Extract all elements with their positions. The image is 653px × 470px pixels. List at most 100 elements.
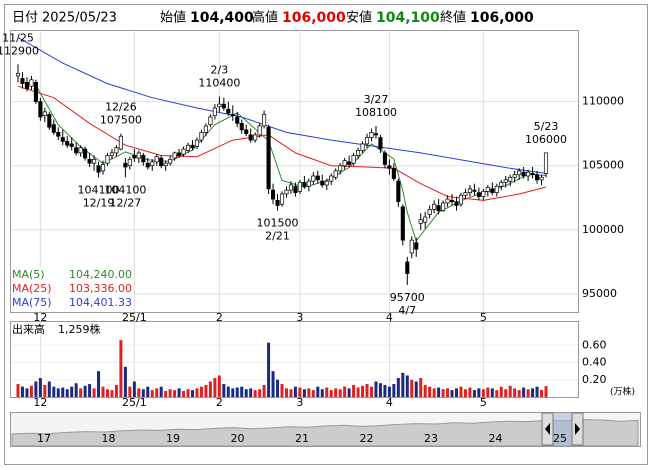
date-label: 日付 [12, 11, 38, 26]
candle-body [221, 103, 226, 109]
candle-body [360, 143, 365, 151]
candle-body [127, 158, 132, 167]
candle-body [275, 200, 280, 206]
volume-bar [226, 386, 230, 397]
volume-bar [16, 384, 20, 397]
volume-bar [29, 385, 33, 397]
candle-body [338, 165, 343, 172]
volume-bar [293, 386, 297, 397]
candle-body [320, 180, 325, 186]
volume-bar [302, 389, 306, 397]
volume-bar [47, 381, 51, 397]
volume-bar [477, 388, 481, 397]
legend-value: 104,401.33 [69, 296, 132, 309]
annotation-date: 12/27 [110, 196, 142, 209]
legend-name: MA(75) [12, 296, 52, 309]
annotation-date: 2/3 [211, 63, 229, 76]
y-tick-label: 0.20 [582, 373, 607, 386]
volume-bar [428, 386, 432, 397]
volume-bar [262, 384, 266, 397]
volume-bar [177, 388, 181, 397]
candle-body [141, 155, 146, 163]
y-tick-label: 0.60 [582, 338, 607, 351]
x-tick-label: 25/1 [122, 396, 147, 409]
arrow-right [575, 423, 580, 435]
volume-bar [531, 388, 535, 397]
volume-bar [222, 384, 226, 397]
high-label: 高値 [252, 10, 278, 26]
candle-body [226, 108, 231, 114]
volume-bar [56, 388, 60, 397]
candle-body [42, 111, 47, 117]
volume-bar [486, 387, 490, 397]
volume-bar [195, 388, 199, 397]
volume-bar [472, 390, 476, 397]
candle-body [154, 156, 159, 163]
volume-bar [159, 386, 163, 397]
legend-box [11, 267, 134, 311]
candle-body [56, 132, 61, 137]
volume-bar [114, 384, 118, 397]
volume-bar [141, 389, 145, 397]
candle-body [136, 152, 141, 159]
candle-body [15, 72, 21, 77]
volume-bar [284, 388, 288, 397]
navigator-label: 23 [424, 432, 438, 445]
volume-bar [150, 390, 154, 397]
close-label: 終値 [440, 10, 466, 26]
annotation-value: 104100 [104, 183, 146, 196]
candle-body [378, 137, 383, 150]
volume-bar [455, 388, 459, 397]
volume-bar [164, 390, 168, 397]
annotation-date: 3/27 [364, 93, 389, 106]
volume-bar [361, 385, 365, 397]
close: 106,000 [470, 10, 534, 26]
volume-bar [70, 386, 74, 397]
low: 104,100 [376, 10, 440, 26]
ma-line [17, 36, 547, 174]
candle-body [472, 189, 477, 192]
volume-bar [137, 388, 141, 397]
candle-body [293, 185, 298, 194]
volume-bar [369, 386, 373, 397]
navigator-label: 18 [102, 432, 116, 445]
x-tick-label: 12 [33, 311, 47, 324]
volume-bar [508, 385, 512, 397]
candle-body [329, 175, 334, 182]
open-label: 始値 [160, 10, 186, 26]
volume-bar [65, 389, 69, 397]
x-tick-label: 12 [33, 396, 47, 409]
candle-body [109, 152, 115, 156]
annotation-value: 107500 [100, 114, 142, 127]
candle-body [29, 79, 34, 87]
volume-bar [217, 375, 221, 397]
candle-body [373, 133, 379, 136]
candle-body [266, 126, 271, 190]
volume-bar [132, 381, 136, 397]
open: 104,400 [190, 10, 254, 26]
candle-body [92, 158, 97, 164]
candle-body [539, 176, 544, 181]
low-label: 安値 [346, 10, 372, 26]
navigator-label: 20 [231, 432, 245, 445]
candle-body [185, 144, 191, 151]
navigator-label: 21 [295, 432, 309, 445]
candle-body [476, 192, 481, 197]
volume-bar [419, 378, 423, 397]
candle-body [217, 103, 222, 108]
candle-body [235, 116, 240, 124]
y-tick-label: 110000 [582, 95, 624, 108]
volume-bar [432, 388, 436, 397]
candle-body [38, 101, 43, 118]
volume-bar [240, 386, 244, 397]
volume-bar [92, 388, 96, 397]
candle-body [311, 175, 316, 182]
y-tick-label: 0.40 [582, 356, 607, 369]
candle-body [51, 124, 56, 133]
candle-body [24, 81, 29, 90]
legend-name: MA(5) [12, 268, 45, 281]
annotation-value: 101500 [257, 217, 299, 230]
candle-body [253, 134, 258, 141]
candle-body [168, 158, 173, 164]
